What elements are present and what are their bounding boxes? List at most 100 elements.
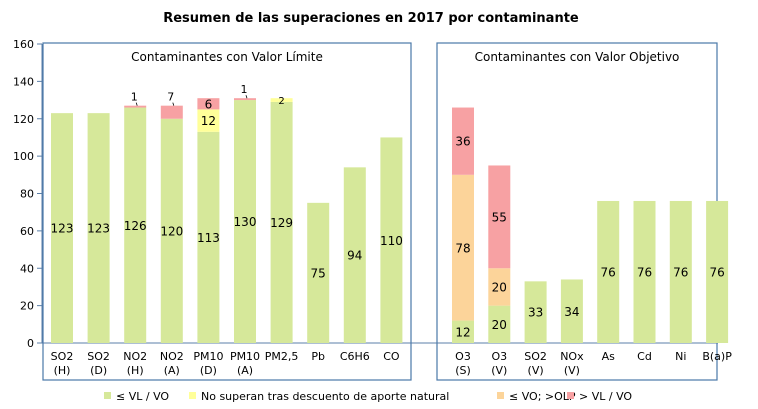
bar-segment: [380, 137, 403, 343]
bar-segment: [87, 113, 110, 343]
x-tick-label: (V): [491, 364, 507, 377]
data-label: 7: [167, 91, 174, 104]
bar-segment: [197, 131, 220, 343]
bar-segment: [669, 200, 692, 343]
data-label: 76: [637, 266, 652, 280]
x-tick-label: NO2: [160, 350, 184, 363]
x-tick-label: SO2: [87, 350, 110, 363]
data-label: 76: [601, 266, 616, 280]
bar-segment: [560, 279, 583, 343]
legend-label: > VL / VO: [579, 390, 632, 403]
legend-swatch: [104, 392, 111, 399]
y-tick-label: 100: [13, 150, 34, 163]
legend-swatch: [567, 392, 574, 399]
x-tick-label: Cd: [637, 350, 652, 363]
bar-segment: [270, 98, 293, 102]
y-tick-label: 0: [27, 337, 34, 350]
bar-segment: [488, 268, 511, 306]
bar-segment: [343, 167, 366, 343]
bar-segment: [452, 320, 474, 343]
data-label: 110: [380, 234, 403, 248]
data-label: 2: [278, 96, 284, 107]
x-tick-label: (D): [90, 364, 107, 377]
y-tick-label: 120: [13, 113, 34, 126]
data-label: 20: [492, 318, 507, 332]
data-label: 123: [51, 222, 74, 236]
data-label: 76: [709, 266, 724, 280]
legend-swatch: [189, 392, 196, 399]
legend-label: ≤ VL / VO: [116, 390, 169, 403]
bar-segment: [234, 98, 256, 101]
bar-segment: [160, 105, 183, 119]
x-tick-label: SO2: [524, 350, 547, 363]
data-label: 120: [160, 224, 183, 238]
x-tick-label: (V): [564, 364, 580, 377]
data-label: 126: [124, 219, 147, 233]
x-tick-label: CO: [383, 350, 400, 363]
data-label: 36: [455, 135, 470, 149]
bars: 123 123 1261120711312613011292759411012783…: [51, 83, 729, 344]
y-tick-label: 40: [20, 262, 34, 275]
bar-segment: [197, 109, 220, 132]
data-label: 33: [528, 306, 543, 320]
legend-label: ≤ VO; >OLP: [509, 390, 576, 403]
x-tick-label: NOx: [560, 350, 584, 363]
data-label: 55: [492, 210, 507, 224]
data-label: 20: [492, 280, 507, 294]
data-label: 1: [241, 83, 248, 96]
data-label: 12: [201, 114, 216, 128]
bar-segment: [488, 305, 511, 343]
data-label: 6: [205, 97, 213, 111]
legend-label: No superan tras descuento de aporte natu…: [201, 390, 449, 403]
panels: Contaminantes con Valor Límite Contaminan…: [42, 42, 718, 381]
x-tick-label: NO2: [123, 350, 147, 363]
panel-title: Contaminantes con Valor Límite: [131, 50, 323, 64]
x-tick-label: (D): [200, 364, 217, 377]
data-label: 1: [131, 91, 138, 104]
x-tick-label: Ni: [675, 350, 686, 363]
y-tick-label: 20: [20, 300, 34, 313]
x-tick-label: (S): [455, 364, 471, 377]
data-label: 130: [234, 215, 257, 229]
y-tick-label: 160: [13, 38, 34, 51]
y-tick-label: 80: [20, 188, 34, 201]
bar-segment: [452, 107, 474, 175]
bar-segment: [452, 174, 474, 321]
data-label: 78: [455, 241, 470, 255]
data-label: 12: [455, 325, 470, 339]
chart-title: Resumen de las superaciones en 2017 por …: [163, 11, 579, 26]
x-tick-label: SO2: [51, 350, 74, 363]
bar-segment: [234, 100, 256, 343]
data-label-leader: [172, 102, 175, 106]
panel-title: Contaminantes con Valor Objetivo: [475, 50, 680, 64]
y-tick-label: 140: [13, 75, 34, 88]
x-tick-label: O3: [455, 350, 471, 363]
x-tick-labels: SO2(H)SO2(D)NO2(H)NO2(A)PM10(D)PM10(A)PM…: [51, 350, 733, 377]
bar-segment: [524, 281, 547, 343]
x-tick-label: (A): [164, 364, 180, 377]
x-tick-label: (V): [528, 364, 544, 377]
data-label: 94: [347, 249, 362, 263]
legend: ≤ VL / VO No superan tras descuento de ap…: [104, 390, 632, 403]
bar-segment: [488, 165, 511, 269]
x-tick-label: B(a)P: [702, 350, 732, 363]
bar-segment: [270, 101, 293, 344]
data-label-leader: [135, 102, 138, 106]
bar-segment: [307, 202, 330, 343]
data-label: 76: [673, 266, 688, 280]
bar-segment: [633, 200, 656, 343]
x-tick-label: (H): [127, 364, 144, 377]
data-label: 113: [197, 231, 220, 245]
x-tick-label: C6H6: [340, 350, 370, 363]
x-tick-label: O3: [491, 350, 507, 363]
bar-segment: [124, 107, 147, 343]
x-tick-label: PM2,5: [265, 350, 299, 363]
x-tick-label: (H): [54, 364, 71, 377]
data-label: 123: [87, 222, 110, 236]
bar-segment: [706, 200, 729, 343]
data-label-leader: [245, 95, 248, 99]
x-tick-label: As: [602, 350, 616, 363]
data-label: 75: [311, 266, 326, 280]
